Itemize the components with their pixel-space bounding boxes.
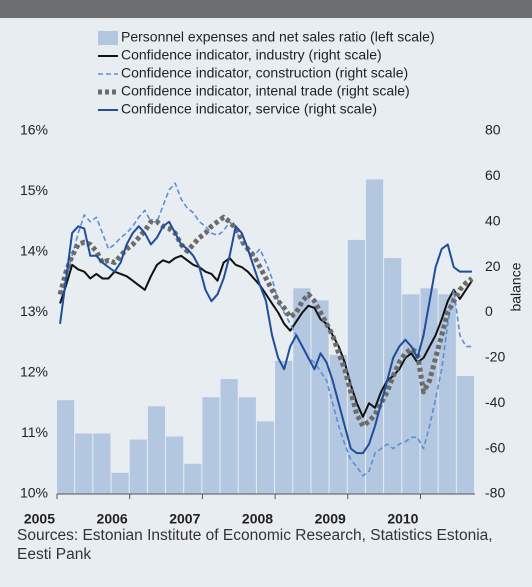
y2-tick-label: -20: [485, 349, 505, 365]
bar: [75, 433, 93, 494]
bar: [365, 179, 384, 494]
bar: [184, 463, 202, 494]
line-series: [59, 182, 472, 477]
bar: [275, 360, 293, 494]
y2-tick-label: 40: [485, 212, 501, 228]
y2-tick-label: 60: [485, 167, 501, 183]
legend-label: Personnel expenses and net sales ratio (…: [121, 29, 435, 45]
x-tick-label: 2008: [242, 511, 273, 527]
y-tick-label: 10%: [20, 485, 48, 501]
y-tick-label: 13%: [20, 303, 48, 319]
y2-tick-label: 0: [485, 303, 493, 319]
y-tick-label: 12%: [20, 364, 48, 380]
bar: [111, 472, 129, 494]
bar: [402, 294, 420, 494]
bar: [93, 433, 111, 494]
bar: [256, 421, 275, 494]
y-tick-label: 11%: [21, 424, 48, 440]
bar: [57, 400, 75, 494]
legend-label: Confidence indicator, service (right sca…: [121, 101, 377, 117]
legend-swatch: [98, 31, 118, 45]
source-note: Sources: Estonian Institute of Economic …: [17, 527, 493, 563]
y-tick-label: 15%: [20, 182, 48, 198]
bar: [129, 439, 147, 494]
bar: [238, 397, 256, 494]
bar: [311, 300, 329, 494]
bar: [220, 379, 238, 494]
x-tick-label: 2009: [315, 511, 346, 527]
y2-tick-label: -80: [485, 485, 505, 501]
y-tick-label: 16%: [20, 122, 48, 138]
line-series: [57, 214, 474, 429]
legend-label: Confidence indicator, industry (right sc…: [121, 47, 382, 63]
y2-axis-label: balance: [508, 262, 524, 311]
line-series: [59, 254, 473, 418]
bar: [166, 436, 184, 494]
bar: [147, 406, 166, 494]
bar: [293, 288, 311, 494]
legend-label: Confidence indicator, intenal trade (rig…: [121, 83, 410, 99]
bar: [438, 294, 456, 494]
header-band: [0, 0, 532, 18]
x-tick-label: 2010: [387, 511, 418, 527]
bar: [347, 239, 365, 494]
bar: [456, 376, 474, 494]
line-series: [59, 220, 472, 455]
x-tick-label: 2006: [97, 511, 128, 527]
legend-label: Confidence indicator, construction (righ…: [121, 65, 408, 81]
x-tick-label: 2007: [169, 511, 200, 527]
y2-tick-label: -60: [485, 439, 505, 455]
y-tick-label: 14%: [20, 243, 48, 259]
bar: [202, 397, 220, 494]
bar: [329, 354, 347, 494]
x-tick-label: 2005: [24, 511, 55, 527]
y2-tick-label: 80: [485, 122, 501, 138]
y2-tick-label: -40: [485, 394, 505, 410]
y2-tick-label: 20: [485, 258, 501, 274]
